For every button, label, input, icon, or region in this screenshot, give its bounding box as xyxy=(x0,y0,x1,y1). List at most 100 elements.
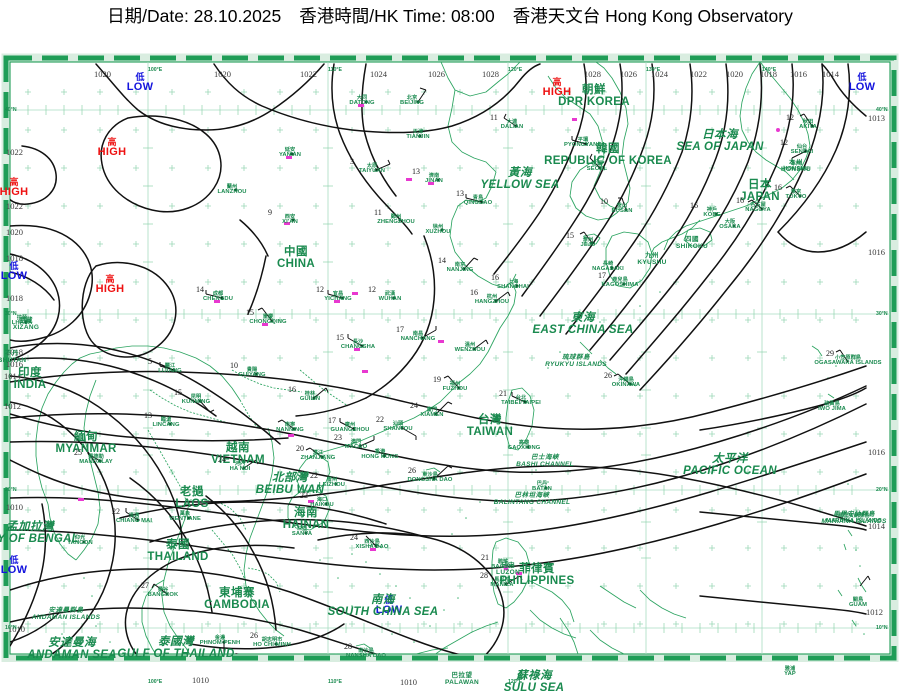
station-label-iwo-jima: 硫黃島 IWO JIMA xyxy=(818,401,846,413)
station-label-taiyuan: 太原 TAIYUAN xyxy=(358,163,386,175)
sea-label-gulf-of-thailand: 泰國灣 GULF OF THAILAND xyxy=(117,636,235,660)
coord-label-30N-1: 30°N xyxy=(5,311,17,317)
station-label-nagoya: 名古屋 NAGOYA xyxy=(745,202,771,214)
station-label-beijing: 北京 BEIJING xyxy=(400,95,424,107)
pressure-centre-low-8: 低 LOW xyxy=(375,595,403,616)
coord-label-40N-4: 40°N xyxy=(876,107,888,113)
weather-symbol-markers xyxy=(78,104,780,575)
station-label-ho-chi-minh: 胡志明市 HO CHI MINH xyxy=(253,637,291,649)
station-label-hangzhou: 杭州 HANGZHOU xyxy=(474,294,510,306)
station-temp-guiyang: 10 xyxy=(230,361,238,370)
weather-map-svg xyxy=(1,53,899,662)
station-label-tianjin: 天津 TIANJIN xyxy=(406,129,430,141)
station-label-nagasaki: 長崎 NAGASAKI xyxy=(592,261,624,273)
station-label-phnom-penh: 金邊 PHNOM-PENH xyxy=(199,635,241,647)
isobar-label-1018-19: 1018 xyxy=(6,347,23,357)
coord-label-100E-8: 100°E xyxy=(148,67,163,73)
station-label-guilin: 桂林 GUILIN xyxy=(299,391,321,403)
station-label-osaka: 大阪 OSAKA xyxy=(719,219,741,231)
header-time: 香港時間/HK Time: 08:00 xyxy=(299,5,495,26)
station-temp-xisha-dao: 24 xyxy=(350,533,358,542)
coord-label-110E-14: 110°E xyxy=(328,679,342,685)
sea-label-andaman-islands: 安達曼群島 ANDAMAN ISLANDS xyxy=(31,607,101,621)
station-temp-leizhou: 22 xyxy=(310,471,318,480)
station-label-mandalay: 曼德勒 MANDALAY xyxy=(79,454,113,466)
station-label-changsha: 長沙 CHANGSHA xyxy=(340,339,376,351)
station-temp-busan: 10 xyxy=(600,197,608,206)
station-label-busan: 釜山 BUSAN xyxy=(611,203,633,215)
isobar-label-1012-31: 1012 xyxy=(866,607,883,617)
station-temp-taibei-taipei: 21 xyxy=(499,389,507,398)
sea-label-east-china-sea: 東海 EAST CHINA SEA xyxy=(532,312,634,336)
station-label-nanning: 南寧 NANNING xyxy=(276,422,304,434)
station-temp-yichang: 12 xyxy=(316,285,324,294)
coord-label-120E-10: 120°E xyxy=(508,67,523,73)
station-temp-kagoshima: 17 xyxy=(598,271,606,280)
isobar-label-1028-5: 1028 xyxy=(482,69,499,79)
geo-label-republic-of-korea: 韓國 REPUBLIC OF KOREA xyxy=(544,143,672,167)
station-label-yangon: 仰光 YANGON xyxy=(67,535,93,547)
isobar-label-1010-23: 1010 xyxy=(6,502,23,512)
station-label-jeju: 濟州 JEJU xyxy=(580,237,596,249)
geo-label-china: 中國 CHINA xyxy=(277,246,315,270)
graticule-ticks xyxy=(27,105,853,633)
station-label-xi-an: 西安 XI'AN xyxy=(282,214,298,226)
station-label-guangzhou: 廣州 GUANGZHOU xyxy=(330,422,370,434)
sea-label-sea-of-japan: 日本海 SEA OF JAPAN xyxy=(676,129,764,153)
station-temp-lincang: 13 xyxy=(144,411,152,420)
station-label-zhengzhou: 鄭州 ZHENGZHOU xyxy=(377,214,415,226)
station-label-seoul: 首爾 SEOUL xyxy=(586,161,608,173)
isobar-label-1024-3: 1024 xyxy=(370,69,387,79)
geo-label-philippines: 菲律賓 PHILIPPINES xyxy=(499,563,575,587)
coord-label-20N-6: 20°N xyxy=(876,487,888,493)
geo-label-kyushu: 九州 KYUSHU xyxy=(637,252,667,266)
geo-label-thailand: 泰國 THAILAND xyxy=(147,539,209,563)
station-label-haikou: 海口 HAIKOU xyxy=(310,497,334,509)
station-label-chongqing: 重慶 CHONGQING xyxy=(249,314,287,326)
station-temp-jinan: 13 xyxy=(412,167,420,176)
station-label-yan-an: 延安 YAN'AN xyxy=(278,147,302,159)
station-temp-chiang-mai: 22 xyxy=(112,507,120,516)
pressure-centre-high-0: 高 HIGH xyxy=(97,137,127,158)
station-label-hong-kong: 香港 HONG KONG xyxy=(361,449,399,461)
station-temp-xi-an: 9 xyxy=(268,208,272,217)
geo-label-xizang: 西藏 XIZANG xyxy=(12,317,40,331)
station-label-honshu: 本州 HONSHU xyxy=(783,161,809,173)
map-plot-area xyxy=(9,61,891,655)
sea-label-beibu-wan: 北部灣 BEIBU WAN xyxy=(255,472,325,496)
station-temp-macao: 23 xyxy=(334,433,342,442)
station-temp-nanchang: 17 xyxy=(396,325,404,334)
coord-label-20N-2: 20°N xyxy=(5,487,17,493)
station-temp-shantou: 22 xyxy=(376,415,384,424)
coord-label-10N-7: 10°N xyxy=(876,625,888,631)
coord-label-120E-15: 120°E xyxy=(508,679,523,685)
station-label-datong: 大同 DATONG xyxy=(349,95,375,107)
isobar-label-1026-4: 1026 xyxy=(428,69,445,79)
station-label-taibei-taipei: 台北 TAIBEI/TAIPEI xyxy=(501,395,541,407)
isobar-label-1018-17: 1018 xyxy=(6,253,23,263)
sea-label-bashi-channel: 巴士海峽 BASHI CHANNEL xyxy=(516,454,574,468)
geo-label-dpr-korea: 朝鮮 DPR KOREA xyxy=(558,84,630,108)
isobar-label-1020-10: 1020 xyxy=(726,69,743,79)
geo-label-india: 印度 INDIA xyxy=(13,367,47,391)
geo-label-honshu: 本州 HONSHU xyxy=(781,159,811,173)
station-label-pyongyang: 平壤 PYONGYANG xyxy=(563,137,603,149)
station-label-ogasawara-islands: 小笠原群島 OGASAWARA ISLANDS xyxy=(814,355,882,367)
station-label-lijiang: 麗江 LIJIANG xyxy=(158,363,182,375)
isobar-label-1022-15: 1022 xyxy=(6,201,23,211)
station-label-leizhou: 雷州 LEIZHOU xyxy=(318,477,346,489)
station-label-guam: 關島 GUAM xyxy=(848,597,868,609)
station-label-lhasa: 拉薩 LHASA xyxy=(11,315,33,327)
station-temp-kobe: 16 xyxy=(690,201,698,210)
chart-header: 日期/Date: 28.10.2025 香港時間/HK Time: 08:00 … xyxy=(0,0,900,30)
station-label-jinan: 濟南 JINAN xyxy=(425,173,443,185)
isobar-label-1016-12: 1016 xyxy=(790,69,807,79)
station-temp-wuhan: 12 xyxy=(368,285,376,294)
station-temp-manila: 28 xyxy=(480,571,488,580)
isobar-label-1020-1: 1020 xyxy=(214,69,231,79)
isobar-label-1016-20: 1016 xyxy=(6,359,23,369)
station-temp-xiamen: 24 xyxy=(410,401,418,410)
station-label-lanzhou: 蘭州 LANZHOU xyxy=(217,184,247,196)
station-label-akita: 秋田 AKITA xyxy=(799,119,817,131)
station-temp-lijiang: 5 xyxy=(148,357,152,366)
